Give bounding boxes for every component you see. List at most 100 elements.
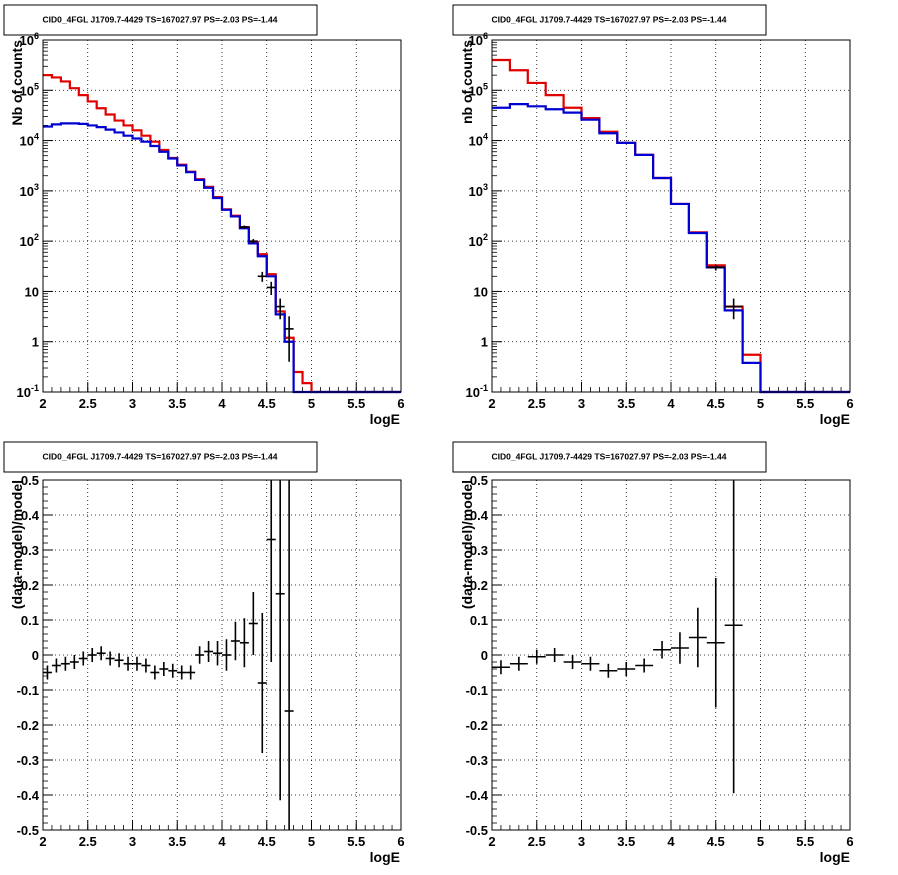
x-tick-label: 6 xyxy=(846,396,853,411)
x-tick-label: 5.5 xyxy=(796,834,814,849)
x-tick-label: 2.5 xyxy=(528,396,546,411)
x-tick-label: 5 xyxy=(757,834,764,849)
y-tick-label: -0.3 xyxy=(17,753,39,768)
y-tick-label: 0.5 xyxy=(470,473,488,488)
x-tick-label: 4.5 xyxy=(258,396,276,411)
plot-frame xyxy=(491,39,851,393)
x-tick-label: 2 xyxy=(488,396,495,411)
x-tick-label: 2.5 xyxy=(79,834,97,849)
y-tick-label: 105 xyxy=(20,81,39,98)
y-tick-label: 104 xyxy=(20,132,39,149)
series-line xyxy=(492,103,850,394)
y-tick-label: -0.4 xyxy=(466,788,489,803)
plot-frame xyxy=(42,39,402,393)
x-tick-label: 2.5 xyxy=(528,834,546,849)
x-tick-label: 3.5 xyxy=(617,396,635,411)
y-tick-label: -0.2 xyxy=(17,718,39,733)
y-tick-label: 10 xyxy=(25,284,39,299)
title-box xyxy=(452,4,767,36)
plot-frame xyxy=(491,479,851,831)
y-tick-label: 10-1 xyxy=(17,383,39,400)
y-tick-label: 0.1 xyxy=(21,613,39,628)
y-tick-label: 10-1 xyxy=(466,383,488,400)
y-tick-label: 105 xyxy=(469,81,488,98)
x-tick-label: 5 xyxy=(757,396,764,411)
x-tick-label: 6 xyxy=(397,834,404,849)
chart-title: CID0_4FGL J1709.7-4429 TS=167027.97 PS=-… xyxy=(492,14,727,24)
y-tick-label: 0.3 xyxy=(470,543,488,558)
y-tick-label: 102 xyxy=(20,232,39,249)
x-tick-label: 3.5 xyxy=(168,396,186,411)
y-tick-label: 0.1 xyxy=(470,613,488,628)
y-axis-label: (data-model)/model xyxy=(9,480,25,609)
y-tick-label: 103 xyxy=(20,182,39,199)
x-tick-label: 6 xyxy=(397,396,404,411)
y-tick-label: 102 xyxy=(469,232,488,249)
y-tick-label: 0.5 xyxy=(21,473,39,488)
y-tick-label: 0.4 xyxy=(470,508,489,523)
counts-panel-left: CID0_4FGL J1709.7-4429 TS=167027.97 PS=-… xyxy=(3,4,405,427)
x-tick-label: 4 xyxy=(667,396,675,411)
x-tick-label: 2 xyxy=(488,834,495,849)
y-axis-label: Nb of counts xyxy=(9,40,25,126)
y-tick-label: 0 xyxy=(32,648,39,663)
plot-area: 2 2.5 3 3.5 4 4.5 5 5.5 6 10-1 1 10 102 103 104 105 106 xyxy=(17,31,405,411)
y-tick-label: -0.1 xyxy=(17,683,39,698)
x-axis-label: logE xyxy=(370,411,400,427)
y-tick-label: -0.2 xyxy=(466,718,488,733)
y-tick-label: 0 xyxy=(481,648,488,663)
y-tick-label: 103 xyxy=(469,182,488,199)
x-tick-label: 3 xyxy=(578,834,585,849)
y-tick-label: 1 xyxy=(481,335,488,350)
x-tick-label: 5.5 xyxy=(347,396,365,411)
y-tick-label: -0.3 xyxy=(466,753,488,768)
x-tick-label: 3.5 xyxy=(168,834,186,849)
y-tick-label: -0.5 xyxy=(466,823,488,838)
y-tick-label: 0.2 xyxy=(21,578,39,593)
y-tick-label: 1 xyxy=(32,335,39,350)
y-tick-label: 104 xyxy=(469,132,488,149)
x-tick-label: 4.5 xyxy=(707,396,725,411)
x-tick-label: 4 xyxy=(218,834,226,849)
x-tick-label: 4.5 xyxy=(707,834,725,849)
title-box xyxy=(3,441,318,473)
plot-area: 2 2.5 3 3.5 4 4.5 5 5.5 6 -0.5 -0.4 -0.3 -0.2 -0.1 0 0.… xyxy=(466,473,854,849)
chart-title: CID0_4FGL J1709.7-4429 TS=167027.97 PS=-… xyxy=(492,451,727,461)
chart-title: CID0_4FGL J1709.7-4429 TS=167027.97 PS=-… xyxy=(43,451,278,461)
y-tick-label: -0.5 xyxy=(17,823,39,838)
y-axis-label: (data-model)/model xyxy=(459,480,475,609)
x-tick-label: 3.5 xyxy=(617,834,635,849)
x-tick-label: 2 xyxy=(39,396,46,411)
plot-area: 2 2.5 3 3.5 4 4.5 5 5.5 6 -0.5 -0.4 -0.3 -0.2 -0.1 0 0.… xyxy=(17,473,405,849)
x-tick-label: 2.5 xyxy=(79,396,97,411)
y-tick-label: 106 xyxy=(469,31,488,48)
x-axis-label: logE xyxy=(370,849,400,865)
x-tick-label: 6 xyxy=(846,834,853,849)
plot-area: 2 2.5 3 3.5 4 4.5 5 5.5 6 10-1 1 10 102 103 104 105 106 xyxy=(466,31,854,411)
residual-panel-right: CID0_4FGL J1709.7-4429 TS=167027.97 PS=-… xyxy=(452,441,854,865)
plot-frame xyxy=(42,479,402,831)
x-tick-label: 5 xyxy=(308,396,315,411)
x-tick-label: 3 xyxy=(578,396,585,411)
x-tick-label: 5.5 xyxy=(796,396,814,411)
residual-panel-left: CID0_4FGL J1709.7-4429 TS=167027.97 PS=-… xyxy=(3,441,405,865)
x-tick-label: 4 xyxy=(667,834,675,849)
x-tick-label: 5.5 xyxy=(347,834,365,849)
x-tick-label: 5 xyxy=(308,834,315,849)
x-tick-label: 4 xyxy=(218,396,226,411)
y-tick-label: -0.1 xyxy=(466,683,488,698)
counts-panel-right: CID0_4FGL J1709.7-4429 TS=167027.97 PS=-… xyxy=(452,4,854,427)
y-tick-label: 0.2 xyxy=(470,578,488,593)
chart-title: CID0_4FGL J1709.7-4429 TS=167027.97 PS=-… xyxy=(43,14,278,24)
x-axis-label: logE xyxy=(820,849,850,865)
x-tick-label: 3 xyxy=(129,396,136,411)
y-tick-label: -0.4 xyxy=(17,788,40,803)
x-tick-label: 2 xyxy=(39,834,46,849)
y-tick-label: 10 xyxy=(474,284,488,299)
y-axis-label: nb of counts xyxy=(459,40,475,124)
y-tick-label: 0.4 xyxy=(21,508,40,523)
x-tick-label: 3 xyxy=(129,834,136,849)
x-axis-label: logE xyxy=(820,411,850,427)
title-box xyxy=(452,441,767,473)
